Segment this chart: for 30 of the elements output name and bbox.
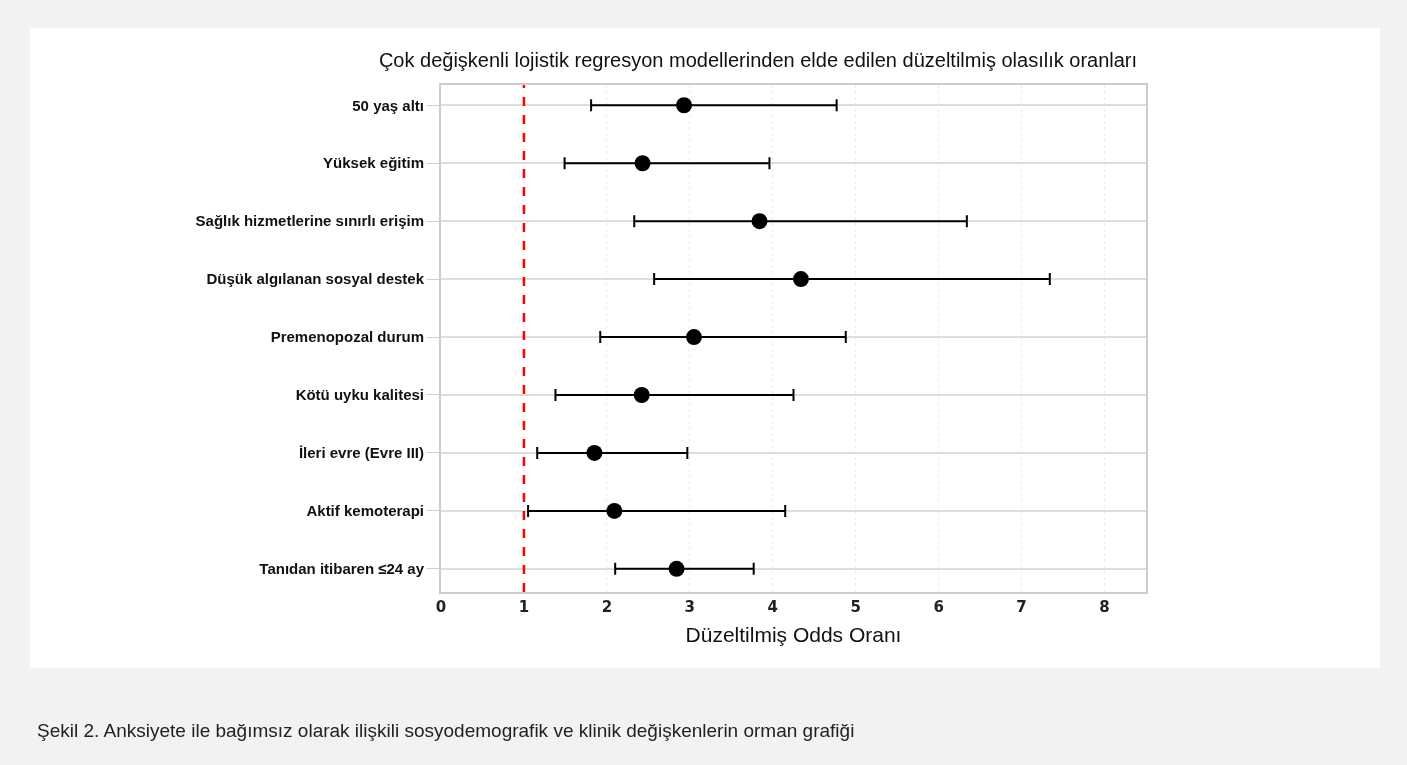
x-axis-title: Düzeltilmiş Odds Oranı: [685, 622, 902, 646]
point: [606, 502, 623, 519]
chart-title: Çok değişkenli lojistik regresyon modellerinden elde edilen düzeltilmiş olasılık oranları: [378, 49, 1138, 71]
y-tick-label: Premenopozal durum: [270, 328, 424, 346]
x-tick-label: 1: [518, 598, 530, 616]
y-tick-label: Tanıdan itibaren ≤24 ay: [259, 560, 425, 578]
x-tick-label: 0: [435, 598, 447, 616]
x-tick-label: 2: [601, 598, 613, 616]
y-tick-label: Aktif kemoterapi: [306, 502, 424, 520]
point: [668, 560, 685, 577]
point: [586, 444, 603, 461]
y-tick-label: Yüksek eğitim: [323, 154, 424, 172]
x-tick-label: 7: [1016, 598, 1027, 616]
point: [751, 213, 768, 230]
x-tick-label: 5: [850, 598, 861, 616]
point: [633, 386, 650, 403]
y-tick-label: 50 yaş altı: [352, 96, 424, 114]
x-tick-label: 8: [1099, 598, 1110, 616]
point: [792, 271, 809, 288]
text: Şekil 2. Anksiyete ile bağımsız olarak ilişkili sosyodemografik ve klinik değişkenlerin orman grafiği: [37, 720, 855, 741]
point: [634, 155, 651, 172]
x-tick-label: 6: [933, 598, 944, 616]
point: [685, 329, 702, 346]
x-tick-label: 4: [767, 598, 778, 616]
y-tick-label: Sağlık hizmetlerine sınırlı erişim: [195, 212, 424, 230]
y-tick-label: İleri evre (Evre III): [298, 444, 424, 462]
x-tick-label: 3: [684, 598, 696, 616]
y-tick-label: Kötü uyku kalitesi: [295, 386, 424, 404]
y-tick-label: Düşük algılanan sosyal destek: [206, 270, 425, 288]
point: [676, 97, 693, 114]
